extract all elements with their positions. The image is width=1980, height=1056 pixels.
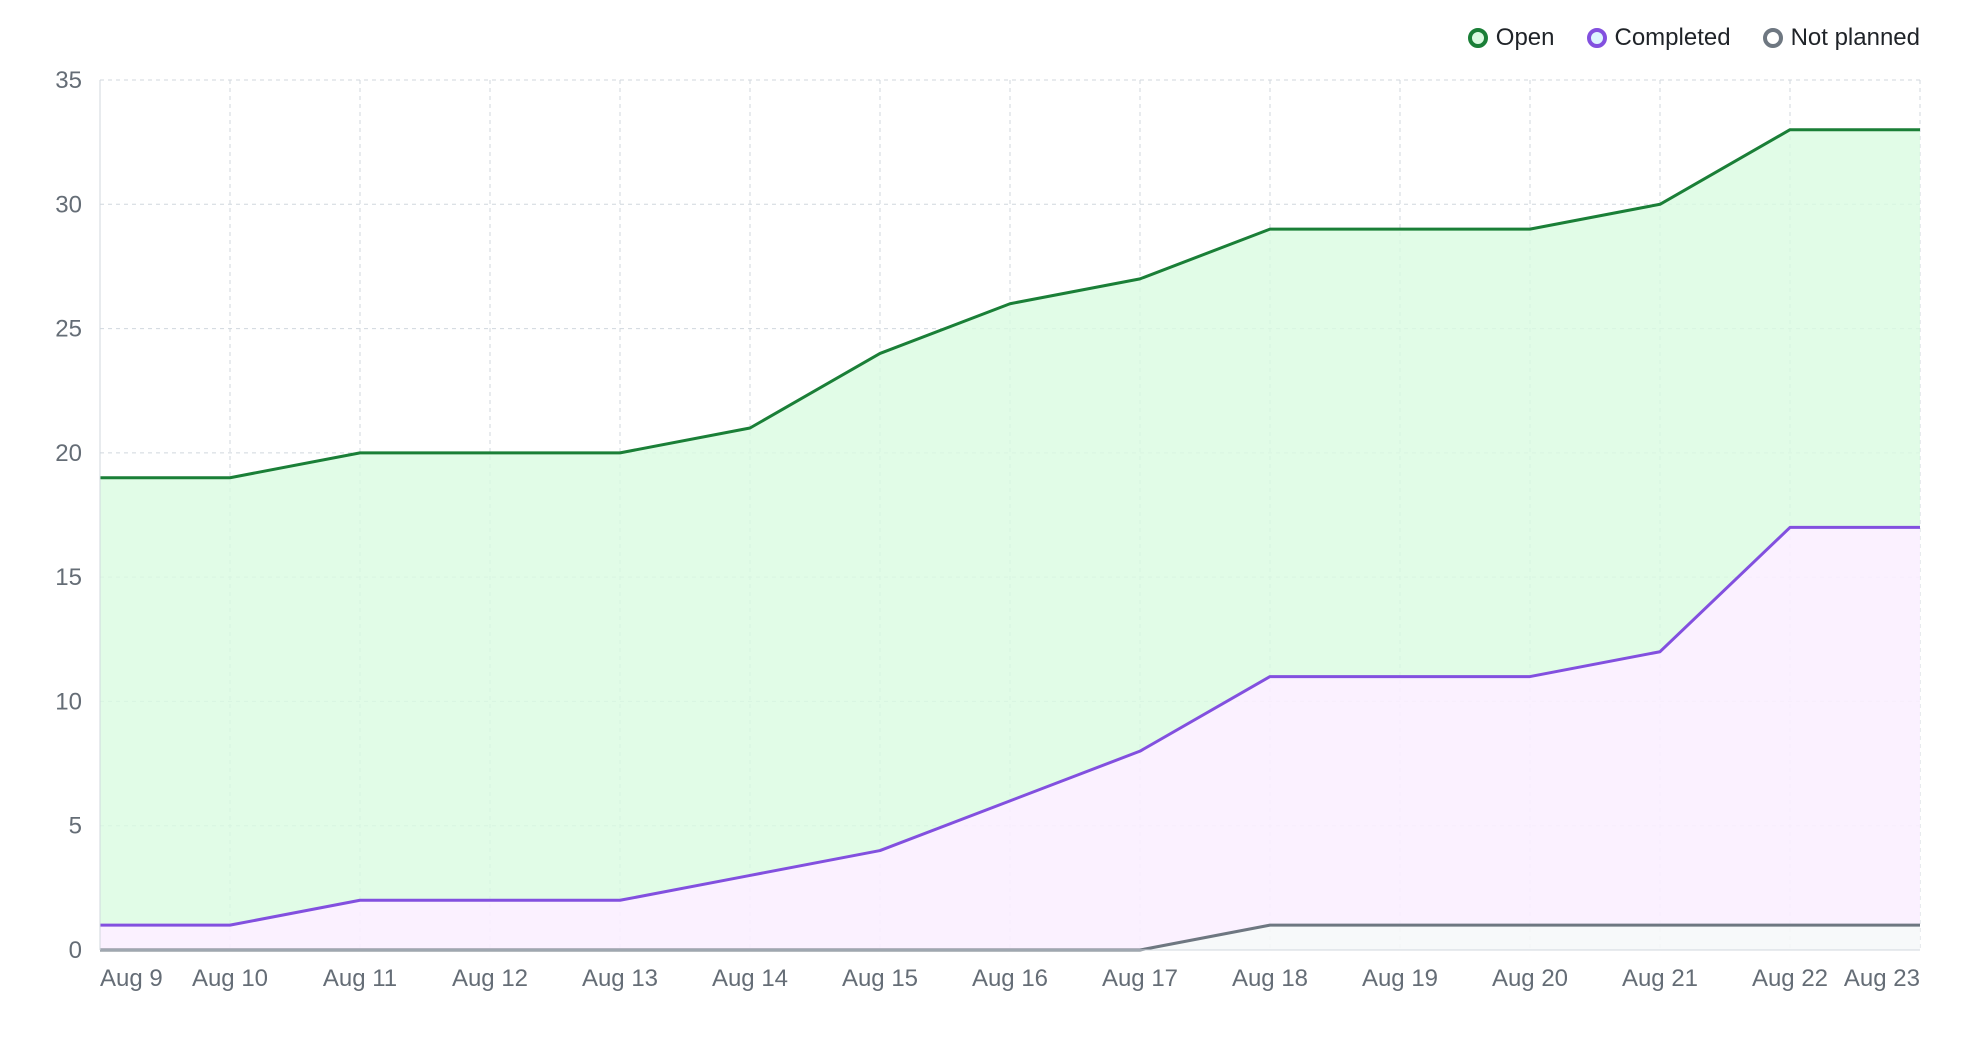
y-axis-label: 10 [55, 688, 82, 715]
x-axis-label: Aug 18 [1232, 965, 1308, 992]
stacked-area-chart: 0 5 10 15 20 25 30 35 Aug 9 Aug 10 Aug 11 Aug 12 Aug… [0, 0, 1980, 1056]
legend-item-open[interactable]: Open [1468, 24, 1555, 52]
chart-legend: Open Completed Not planned [1468, 24, 1920, 52]
x-axis-label: Aug 14 [712, 965, 788, 992]
x-axis-label: Aug 12 [452, 965, 528, 992]
x-axis-label: Aug 10 [192, 965, 268, 992]
y-axis-label: 15 [55, 564, 82, 591]
x-axis-label: Aug 19 [1362, 965, 1438, 992]
legend-label-not_planned: Not planned [1791, 24, 1920, 52]
x-axis-label: Aug 16 [972, 965, 1048, 992]
y-axis-label: 25 [55, 316, 82, 343]
legend-marker-open [1468, 28, 1488, 48]
chart-svg: 0 5 10 15 20 25 30 35 Aug 9 Aug 10 Aug 11 Aug 12 Aug… [0, 0, 1980, 1056]
legend-item-not_planned[interactable]: Not planned [1763, 24, 1920, 52]
x-axis-label: Aug 9 [100, 965, 163, 992]
x-axis-label: Aug 20 [1492, 965, 1568, 992]
x-axis-label: Aug 22 [1752, 965, 1828, 992]
legend-label-open: Open [1496, 24, 1555, 52]
y-axis-label: 0 [69, 937, 82, 964]
legend-label-completed: Completed [1615, 24, 1731, 52]
y-axis-label: 5 [69, 813, 82, 840]
x-axis-label: Aug 11 [323, 965, 397, 992]
y-axis-label: 30 [55, 191, 82, 218]
legend-item-completed[interactable]: Completed [1587, 24, 1731, 52]
legend-marker-not_planned [1763, 28, 1783, 48]
x-axis-label: Aug 17 [1102, 965, 1178, 992]
x-axis-label: Aug 23 [1844, 965, 1920, 992]
y-axis-label: 20 [55, 440, 82, 467]
y-axis-label: 35 [55, 67, 82, 94]
x-axis-label: Aug 15 [842, 965, 918, 992]
x-axis-label: Aug 13 [582, 965, 658, 992]
x-axis-label: Aug 21 [1622, 965, 1698, 992]
legend-marker-completed [1587, 28, 1607, 48]
